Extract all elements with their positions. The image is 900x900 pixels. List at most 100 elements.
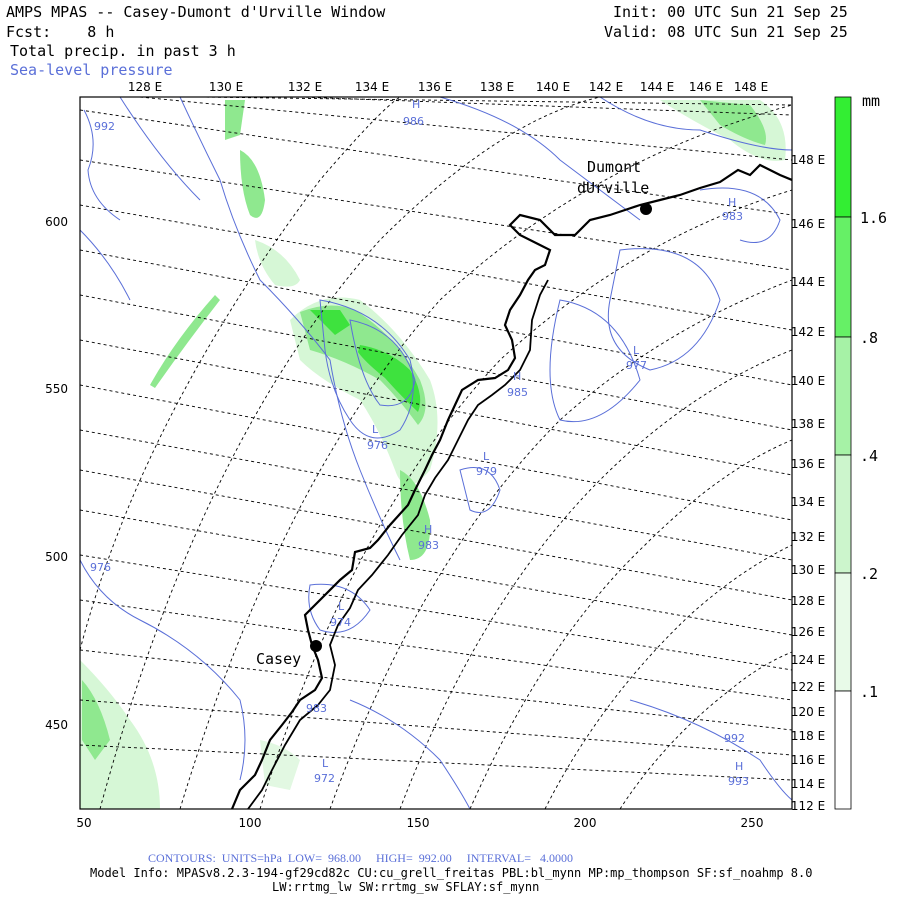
legend-swatch-3 bbox=[834, 336, 852, 456]
top-longitude-label: 146 E bbox=[689, 80, 723, 94]
plot-area bbox=[80, 97, 792, 809]
right-longitude-label: 140 E bbox=[791, 374, 825, 388]
station-label-casey: Casey bbox=[256, 650, 301, 668]
top-longitude-label: 142 E bbox=[589, 80, 623, 94]
legend-swatch-5 bbox=[834, 572, 852, 692]
pressure-label: H bbox=[513, 370, 521, 383]
model-info: Model Info: MPASv8.2.3-194-gf29cd82c CU:… bbox=[90, 866, 813, 880]
slp-contours bbox=[80, 97, 792, 809]
coastline bbox=[230, 163, 792, 809]
right-longitude-label: 122 E bbox=[791, 680, 825, 694]
init-time: Init: 00 UTC Sun 21 Sep 25 bbox=[613, 3, 848, 21]
right-longitude-label: 146 E bbox=[791, 217, 825, 231]
right-longitude-labels: 148 E 146 E 144 E 142 E 140 E 138 E 136 E 134 E… bbox=[791, 153, 825, 813]
precip-legend: mm 1.6 .8 .4 .2 .1 bbox=[834, 92, 887, 810]
right-longitude-label: 120 E bbox=[791, 705, 825, 719]
right-longitude-label: 132 E bbox=[791, 530, 825, 544]
plot-border bbox=[79, 96, 793, 810]
pressure-label: 983 bbox=[418, 539, 439, 552]
longitude-lines bbox=[80, 97, 792, 781]
left-grid-label: 600 bbox=[45, 215, 68, 229]
pressure-label: H bbox=[424, 523, 432, 536]
bottom-grid-label: 100 bbox=[239, 816, 262, 830]
pressure-label: 972 bbox=[314, 772, 335, 785]
top-longitude-label: 140 E bbox=[536, 80, 570, 94]
legend-swatch-6 bbox=[834, 690, 852, 810]
bottom-grid-label: 50 bbox=[76, 816, 91, 830]
pressure-labels: 992 H 986 H 983 L 977 H 985 L 976 L 979 … bbox=[90, 98, 749, 788]
bottom-grid-label: 250 bbox=[741, 816, 764, 830]
pressure-label: L bbox=[483, 450, 490, 463]
top-longitude-label: 144 E bbox=[640, 80, 674, 94]
bottom-grid-label: 150 bbox=[407, 816, 430, 830]
model-info-2: LW:rrtmg_lw SW:rrtmg_sw SFLAY:sf_mynn bbox=[272, 880, 540, 894]
legend-unit: mm bbox=[862, 92, 880, 110]
top-longitude-label: 132 E bbox=[288, 80, 322, 94]
top-longitude-label: 130 E bbox=[209, 80, 243, 94]
left-grid-label: 550 bbox=[45, 382, 68, 396]
top-longitude-label: 128 E bbox=[128, 80, 162, 94]
contour-info: CONTOURS: UNITS=hPa LOW= 968.00 HIGH= 99… bbox=[148, 851, 573, 865]
station-marker-dumont bbox=[640, 203, 652, 215]
pressure-label: 992 bbox=[724, 732, 745, 745]
pressure-label: H bbox=[735, 760, 743, 773]
pressure-label: L bbox=[322, 757, 329, 770]
bottom-grid-labels: 50 100 150 200 250 bbox=[76, 816, 763, 830]
legend-swatch-2 bbox=[834, 216, 852, 338]
right-longitude-label: 142 E bbox=[791, 325, 825, 339]
bottom-grid-label: 200 bbox=[574, 816, 597, 830]
pressure-label: 992 bbox=[94, 120, 115, 133]
pressure-label: L bbox=[633, 344, 640, 357]
station-label-dumont-2: dUrville bbox=[577, 179, 649, 197]
right-longitude-label: 138 E bbox=[791, 417, 825, 431]
precip-shading bbox=[80, 100, 786, 809]
top-longitude-label: 136 E bbox=[418, 80, 452, 94]
coastline-inner bbox=[247, 279, 549, 809]
pressure-label: 976 bbox=[367, 439, 388, 452]
pressure-label: 974 bbox=[330, 616, 351, 629]
right-longitude-label: 118 E bbox=[791, 729, 825, 743]
pressure-label: 979 bbox=[476, 465, 497, 478]
legend-label: .8 bbox=[860, 329, 878, 347]
station-label-dumont-1: Dumont bbox=[587, 158, 641, 176]
right-longitude-label: 148 E bbox=[791, 153, 825, 167]
field-label-precip: Total precip. in past 3 h bbox=[10, 42, 236, 60]
right-longitude-label: 112 E bbox=[791, 799, 825, 813]
pressure-label: 993 bbox=[728, 775, 749, 788]
right-longitude-label: 136 E bbox=[791, 457, 825, 471]
pressure-label: H bbox=[728, 196, 736, 209]
legend-label: .2 bbox=[860, 565, 878, 583]
legend-label: .4 bbox=[860, 447, 878, 465]
top-longitude-label: 148 E bbox=[734, 80, 768, 94]
right-longitude-label: 128 E bbox=[791, 594, 825, 608]
top-longitude-label: 134 E bbox=[355, 80, 389, 94]
latitude-lines bbox=[80, 97, 792, 809]
legend-swatch-1 bbox=[834, 96, 852, 218]
right-longitude-label: 116 E bbox=[791, 753, 825, 767]
station-marker-casey bbox=[310, 640, 322, 652]
left-grid-label: 500 bbox=[45, 550, 68, 564]
right-longitude-label: 130 E bbox=[791, 563, 825, 577]
legend-label: .1 bbox=[860, 683, 878, 701]
pressure-label: L bbox=[338, 600, 345, 613]
left-grid-labels: 600 550 500 450 bbox=[45, 215, 68, 732]
top-longitude-label: 138 E bbox=[480, 80, 514, 94]
right-longitude-label: 124 E bbox=[791, 653, 825, 667]
pressure-label: L bbox=[372, 423, 379, 436]
pressure-label: 983 bbox=[306, 702, 327, 715]
legend-swatch-4 bbox=[834, 454, 852, 574]
pressure-label: 983 bbox=[722, 210, 743, 223]
pressure-label: 977 bbox=[626, 359, 647, 372]
map-title: AMPS MPAS -- Casey-Dumont d'Urville Wind… bbox=[6, 3, 386, 21]
pressure-label: 976 bbox=[90, 561, 111, 574]
right-longitude-label: 126 E bbox=[791, 625, 825, 639]
right-longitude-label: 114 E bbox=[791, 777, 825, 791]
left-grid-label: 450 bbox=[45, 718, 68, 732]
forecast-hour: Fcst: 8 h bbox=[6, 23, 115, 41]
right-longitude-label: 134 E bbox=[791, 495, 825, 509]
right-longitude-label: 144 E bbox=[791, 275, 825, 289]
pressure-label: 985 bbox=[507, 386, 528, 399]
pressure-label: 986 bbox=[403, 115, 424, 128]
legend-label: 1.6 bbox=[860, 209, 887, 227]
